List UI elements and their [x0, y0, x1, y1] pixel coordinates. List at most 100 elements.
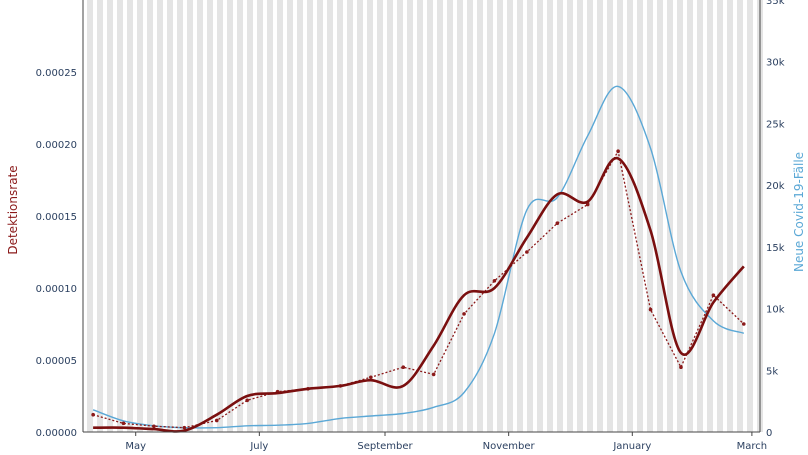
background-stripe	[207, 0, 213, 432]
background-stripe	[557, 0, 563, 432]
left-y-tick-label: 0.00005	[36, 356, 77, 367]
background-stripe	[257, 0, 263, 432]
background-stripe	[417, 0, 423, 432]
background-stripe	[497, 0, 503, 432]
background-stripe	[97, 0, 103, 432]
background-stripe	[117, 0, 123, 432]
background-stripe	[707, 0, 713, 432]
right-y-tick-label: 35k	[766, 0, 785, 7]
background-stripe	[427, 0, 433, 432]
detection-point	[401, 365, 406, 370]
cases-series	[92, 85, 745, 429]
background-stripe	[377, 0, 383, 432]
x-axis-ticks: May July September November January March	[125, 432, 767, 452]
smoothed-line	[93, 157, 745, 433]
left-y-tick-label: 0.00020	[36, 140, 77, 151]
detection-point	[492, 279, 497, 283]
background-stripe	[277, 0, 283, 432]
right-y-tick-label: 15k	[766, 243, 785, 254]
right-y-tick-label: 30k	[766, 58, 785, 69]
background-stripe	[267, 0, 273, 432]
left-axis-title: Detektionsrate	[6, 165, 20, 254]
detection-point	[431, 372, 436, 377]
background-stripe	[357, 0, 363, 432]
background-stripe	[137, 0, 143, 432]
left-y-tick-label: 0.00025	[36, 68, 77, 79]
x-tick-label: July	[249, 441, 268, 452]
detection-point	[214, 418, 219, 423]
background-stripe	[657, 0, 663, 432]
background-stripe	[337, 0, 343, 432]
background-stripe	[307, 0, 313, 432]
detection-point	[182, 425, 187, 430]
background-stripe	[147, 0, 153, 432]
background-stripe	[167, 0, 173, 432]
background-stripe	[297, 0, 303, 432]
detection-point	[555, 221, 560, 225]
background-stripe	[287, 0, 293, 432]
background-stripe	[407, 0, 413, 432]
left-y-axis-ticks: 0.00000 0.00005 0.00010 0.00015 0.00020 0.000…	[36, 68, 77, 439]
background-stripe	[627, 0, 633, 432]
background-stripe	[107, 0, 113, 432]
background-stripe	[387, 0, 393, 432]
detection-point	[462, 312, 466, 316]
background-stripe	[647, 0, 653, 432]
background-stripes	[87, 0, 763, 432]
cases-line	[92, 85, 745, 429]
detection-point	[648, 307, 653, 312]
background-stripe	[717, 0, 723, 432]
background-stripe	[577, 0, 583, 432]
x-tick-label: January	[612, 441, 651, 452]
background-stripe	[727, 0, 733, 432]
background-stripe	[127, 0, 133, 432]
background-stripe	[177, 0, 183, 432]
x-tick-label: March	[737, 441, 767, 452]
detection-point	[525, 250, 529, 254]
x-tick-label: September	[357, 441, 413, 452]
background-stripe	[517, 0, 523, 432]
background-stripe	[347, 0, 353, 432]
background-stripe	[447, 0, 453, 432]
background-stripe	[737, 0, 743, 432]
background-stripe	[617, 0, 623, 432]
detection-point	[616, 149, 620, 153]
x-tick-label: November	[483, 441, 536, 452]
background-stripe	[87, 0, 93, 432]
background-stripe	[467, 0, 473, 432]
background-stripe	[327, 0, 333, 432]
detection-point	[91, 412, 95, 417]
background-stripe	[487, 0, 493, 432]
right-y-tick-label: 10k	[766, 305, 785, 316]
background-stripe	[697, 0, 703, 432]
background-stripe	[567, 0, 573, 432]
background-stripe	[247, 0, 253, 432]
x-tick-label: May	[125, 441, 146, 452]
detection-point	[369, 375, 373, 380]
background-stripe	[187, 0, 193, 432]
detection-point	[711, 293, 716, 298]
smoothed-series	[93, 157, 745, 433]
background-stripe	[527, 0, 533, 432]
detection-point	[741, 322, 746, 326]
background-stripe	[667, 0, 673, 432]
detection-point	[679, 365, 683, 370]
detection-point	[152, 424, 156, 429]
right-y-tick-label: 25k	[766, 119, 785, 130]
background-stripe	[587, 0, 593, 432]
background-stripe	[747, 0, 753, 432]
background-stripe	[217, 0, 223, 432]
background-stripe	[677, 0, 683, 432]
background-stripe	[237, 0, 243, 432]
background-stripe	[197, 0, 203, 432]
right-y-tick-label: 20k	[766, 181, 785, 192]
background-stripe	[637, 0, 643, 432]
background-stripe	[597, 0, 603, 432]
detection-point	[245, 398, 249, 403]
background-stripe	[157, 0, 163, 432]
background-stripe	[367, 0, 373, 432]
background-stripe	[227, 0, 233, 432]
background-stripe	[507, 0, 513, 432]
background-stripe	[457, 0, 463, 432]
